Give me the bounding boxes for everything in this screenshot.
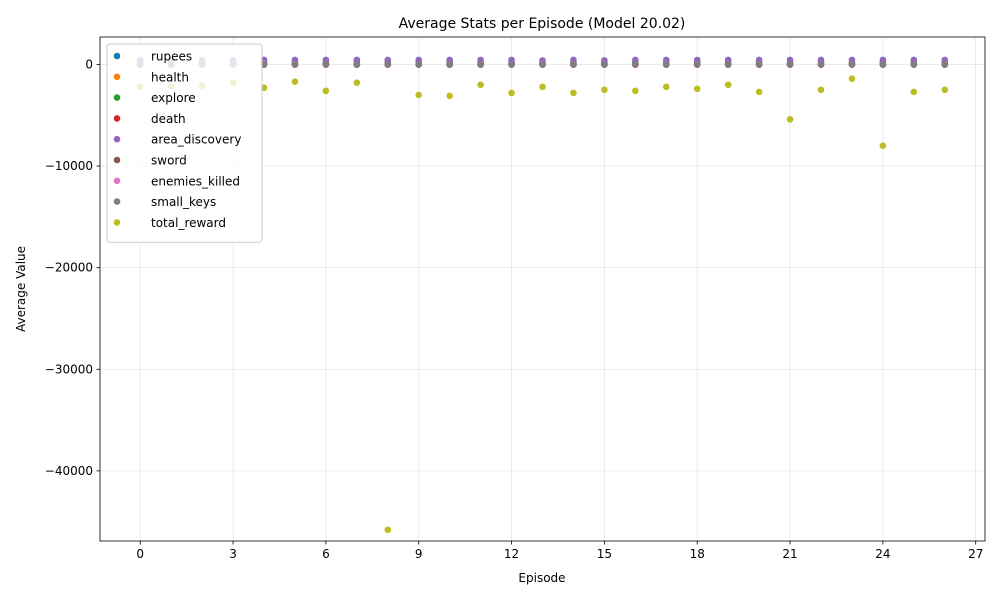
legend-item: health [113, 70, 189, 84]
x-tick-label: 24 [875, 547, 890, 561]
data-point [353, 61, 361, 68]
legend-label: small_keys [151, 195, 216, 209]
y-tick-label: −20000 [45, 261, 93, 275]
x-tick-label: 12 [504, 547, 519, 561]
x-tick-label: 15 [597, 547, 612, 561]
data-point [879, 142, 887, 150]
x-tick-label: 6 [322, 547, 330, 561]
legend-marker [113, 135, 121, 143]
legend-box [106, 43, 263, 243]
data-point [291, 61, 299, 68]
data-point [662, 61, 670, 68]
x-axis-ticks: 0 3 6 9 12 15 18 21 24 27 [136, 541, 983, 561]
x-axis-title: Episode [518, 571, 565, 585]
data-point [508, 61, 515, 68]
legend-marker [113, 115, 121, 122]
data-point [786, 61, 794, 68]
data-point [817, 86, 825, 94]
data-point [755, 88, 763, 96]
x-tick-label: 3 [229, 547, 237, 561]
legend-marker [113, 94, 121, 101]
legend-label: rupees [151, 50, 192, 64]
legend-marker [113, 177, 121, 185]
data-point [601, 86, 608, 94]
legend-marker [113, 219, 121, 226]
data-point [941, 61, 949, 68]
y-axis-title: Average Value [14, 246, 28, 332]
data-point [384, 526, 392, 534]
data-point [724, 81, 732, 89]
legend-item: death [113, 112, 186, 126]
data-point [848, 75, 856, 82]
legend-marker [113, 156, 121, 164]
data-point [632, 61, 639, 68]
data-point [291, 78, 299, 86]
legend-label: enemies_killed [151, 174, 240, 188]
legend-label: total_reward [151, 216, 226, 230]
legend-marker [113, 198, 121, 205]
data-point [879, 61, 887, 68]
legend-item: sword [113, 154, 187, 168]
plot-frame [99, 36, 986, 542]
legend-marker [113, 73, 121, 81]
y-tick-label: −30000 [45, 362, 93, 376]
x-tick-label: 9 [415, 547, 423, 561]
data-point [446, 92, 453, 100]
chart-title: Average Stats per Episode (Model 20.02) [399, 16, 686, 32]
x-tick-label: 27 [968, 547, 983, 561]
data-point [693, 85, 701, 93]
data-point [755, 61, 763, 68]
y-axis-ticks: 0 −10000 −20000 −30000 −40000 [45, 57, 100, 478]
data-point [477, 81, 484, 89]
data-point [570, 61, 577, 68]
data-point [384, 61, 392, 68]
data-point [848, 61, 856, 68]
y-tick-label: 0 [85, 57, 93, 71]
y-tick-label: −40000 [45, 464, 93, 478]
legend-item: explore [113, 91, 196, 105]
series-total-reward [136, 75, 949, 534]
legend-item: area_discovery [113, 133, 241, 147]
legend: rupees health explore death area_discoverysw… [106, 43, 263, 243]
legend-label: area_discovery [151, 133, 241, 147]
data-point [724, 61, 732, 68]
legend-item: total_reward [113, 216, 226, 230]
data-point [322, 87, 330, 95]
data-point [477, 61, 484, 68]
data-point [910, 61, 918, 68]
data-point [632, 87, 639, 95]
legend-item: small_keys [113, 195, 216, 209]
x-tick-label: 18 [690, 547, 705, 561]
data-point [601, 61, 608, 68]
data-point [570, 89, 577, 97]
data-point [415, 91, 423, 99]
data-point [415, 61, 423, 68]
data-point [941, 86, 949, 94]
legend-item: enemies_killed [113, 174, 240, 188]
legend-label: explore [151, 91, 196, 105]
legend-label: death [151, 112, 186, 126]
data-point [539, 61, 546, 68]
data-point [910, 88, 918, 96]
legend-label: sword [151, 154, 187, 168]
y-tick-label: −10000 [45, 159, 93, 173]
data-point [662, 83, 670, 91]
legend-label: health [151, 70, 189, 84]
x-tick-label: 21 [782, 547, 797, 561]
data-point [817, 61, 825, 68]
data-point [508, 89, 515, 97]
data-point [693, 61, 701, 68]
legend-marker [113, 52, 121, 60]
data-point [446, 61, 453, 68]
data-point [353, 79, 361, 87]
x-tick-label: 0 [136, 547, 144, 561]
legend-item: rupees [113, 50, 192, 64]
data-point [322, 61, 330, 68]
data-point [539, 83, 546, 91]
data-point [786, 116, 794, 123]
